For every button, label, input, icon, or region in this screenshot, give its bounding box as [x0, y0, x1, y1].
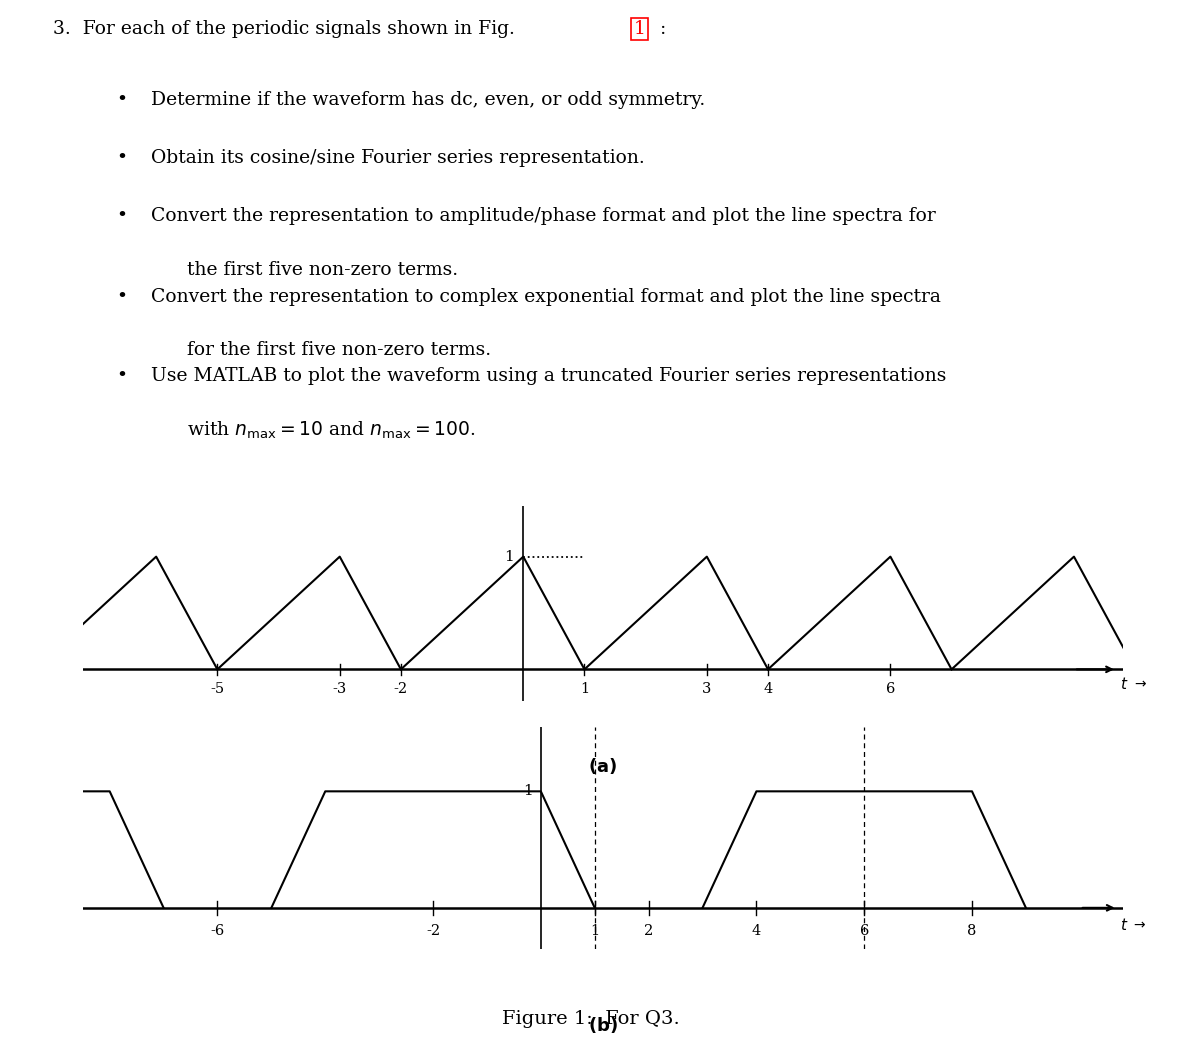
Text: 2: 2	[644, 924, 654, 938]
Text: 3.  For each of the periodic signals shown in Fig.: 3. For each of the periodic signals show…	[53, 20, 521, 38]
Text: -2: -2	[426, 924, 440, 938]
Text: -6: -6	[210, 924, 225, 938]
Text: 4: 4	[752, 924, 761, 938]
Text: $\rightarrow$: $\rightarrow$	[1132, 676, 1148, 690]
Text: 1: 1	[580, 682, 589, 696]
Text: 1: 1	[522, 784, 533, 798]
Text: 4: 4	[764, 682, 773, 696]
Text: Convert the representation to amplitude/phase format and plot the line spectra f: Convert the representation to amplitude/…	[151, 208, 936, 226]
Text: 1: 1	[634, 20, 645, 38]
Text: •: •	[116, 150, 126, 168]
Text: -3: -3	[332, 682, 346, 696]
Text: 6: 6	[859, 924, 869, 938]
Text: for the first five non-zero terms.: for the first five non-zero terms.	[187, 341, 491, 359]
Text: 6: 6	[885, 682, 895, 696]
Text: Convert the representation to complex exponential format and plot the line spect: Convert the representation to complex ex…	[151, 289, 941, 307]
Text: Determine if the waveform has dc, even, or odd symmetry.: Determine if the waveform has dc, even, …	[151, 91, 706, 109]
Text: Obtain its cosine/sine Fourier series representation.: Obtain its cosine/sine Fourier series re…	[151, 150, 645, 168]
Text: 1: 1	[505, 549, 514, 564]
Text: •: •	[116, 91, 126, 109]
Text: $t$: $t$	[1119, 676, 1129, 692]
Text: $\rightarrow$: $\rightarrow$	[1131, 917, 1147, 931]
Text: •: •	[116, 208, 126, 226]
Text: Use MATLAB to plot the waveform using a truncated Fourier series representations: Use MATLAB to plot the waveform using a …	[151, 367, 947, 385]
Text: with $n_{\mathrm{max}} = 10$ and $n_{\mathrm{max}} = 100$.: with $n_{\mathrm{max}} = 10$ and $n_{\ma…	[187, 419, 475, 442]
Text: $\mathbf{(b)}$: $\mathbf{(b)}$	[587, 1015, 618, 1035]
Text: -2: -2	[394, 682, 408, 696]
Text: 1: 1	[590, 924, 599, 938]
Text: $t$: $t$	[1121, 917, 1129, 933]
Text: $\mathbf{(a)}$: $\mathbf{(a)}$	[589, 756, 617, 776]
Text: •: •	[116, 367, 126, 385]
Text: :: :	[660, 20, 665, 38]
Text: the first five non-zero terms.: the first five non-zero terms.	[187, 260, 457, 278]
Text: 3: 3	[702, 682, 712, 696]
Text: •: •	[116, 289, 126, 307]
Text: Figure 1:  For Q3.: Figure 1: For Q3.	[502, 1010, 680, 1028]
Text: 8: 8	[967, 924, 976, 938]
Text: -5: -5	[210, 682, 225, 696]
